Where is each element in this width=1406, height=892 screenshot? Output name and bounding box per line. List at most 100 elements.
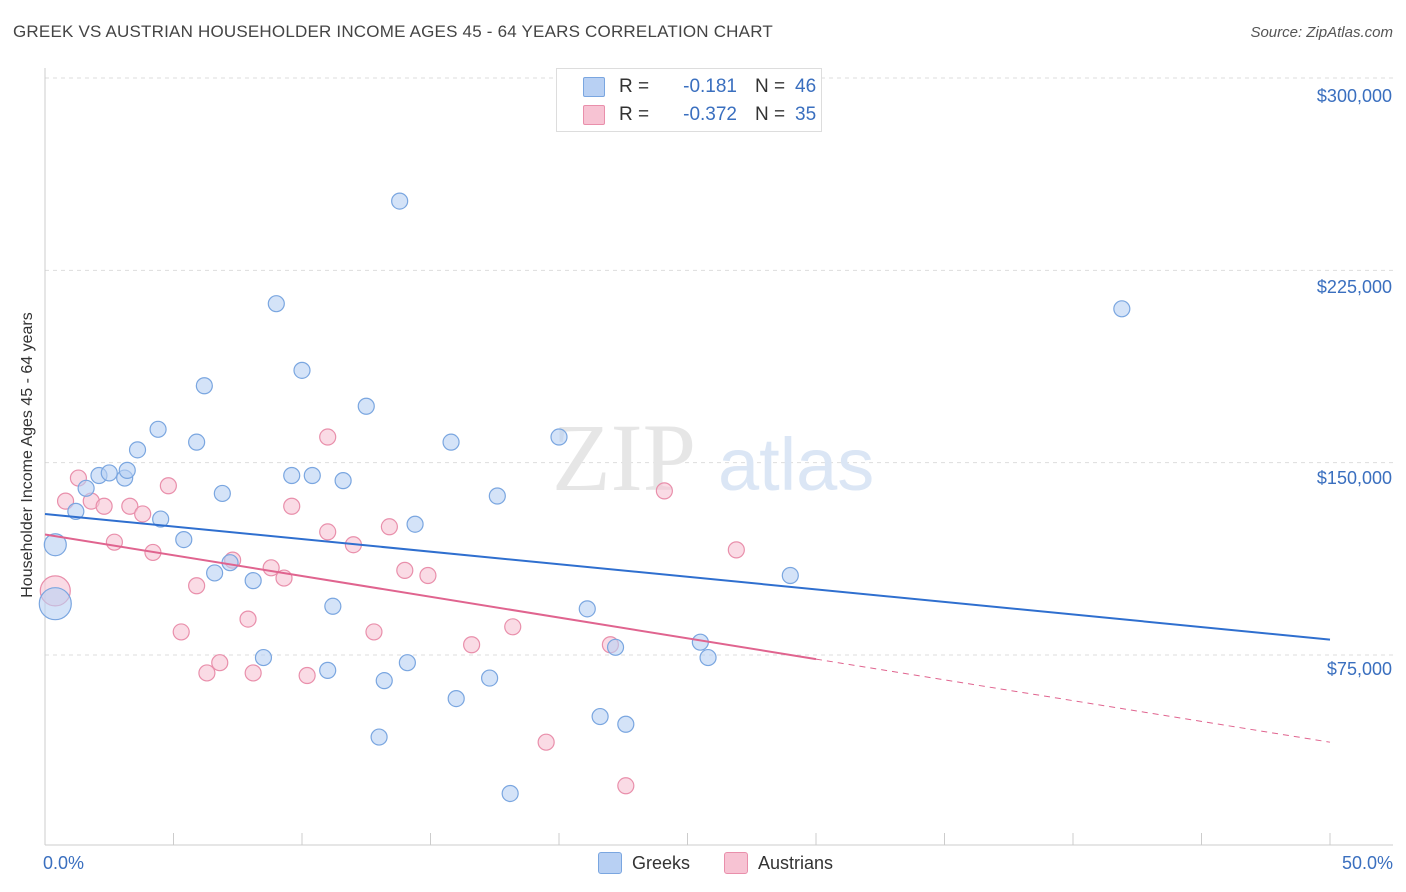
austrians-point	[105, 533, 123, 551]
y-tick-label: $225,000	[1316, 277, 1392, 297]
austrians-point	[463, 636, 481, 654]
correlation-legend: R = -0.181 N = 46 R = -0.372 N = 35	[556, 68, 822, 132]
greeks-point	[398, 654, 416, 672]
austrians-swatch	[583, 105, 605, 125]
greeks-point	[152, 510, 170, 528]
austrians-point	[727, 541, 745, 559]
austrians-point	[159, 477, 177, 495]
austrians-point	[56, 492, 75, 510]
austrians-point	[172, 623, 190, 641]
austrians-point	[419, 566, 437, 585]
greeks-point	[606, 638, 625, 656]
austrians-point	[95, 497, 113, 515]
greeks-legend-swatch	[598, 852, 622, 874]
greeks-point	[334, 472, 352, 490]
austrians-point	[617, 777, 635, 795]
greeks-point	[375, 672, 393, 690]
austrians-trend-extension	[815, 658, 1331, 743]
greeks-point	[100, 464, 118, 482]
trend-lines	[44, 512, 1331, 743]
greeks-point	[370, 728, 388, 746]
greeks-point	[488, 487, 506, 505]
austrians-point	[537, 733, 555, 751]
greeks-point	[324, 597, 342, 615]
austrians-point	[283, 497, 301, 515]
austrians-legend-swatch	[724, 852, 748, 874]
greeks-swatch	[583, 77, 605, 97]
greeks-point	[1113, 300, 1131, 318]
greeks-point	[550, 428, 568, 446]
austrians-legend-label: Austrians	[758, 852, 834, 873]
n-label: N =	[755, 104, 786, 125]
austrians-point	[211, 654, 229, 672]
greeks-point	[188, 433, 206, 451]
austrians-point	[380, 518, 398, 536]
greeks-trend-line	[44, 512, 1331, 641]
legend-item-greeks[interactable]: Greeks	[598, 852, 690, 874]
greeks-point	[195, 377, 213, 395]
greeks-point	[481, 669, 499, 687]
y-tick-label: $150,000	[1316, 468, 1392, 488]
greeks-point	[447, 689, 465, 708]
series-greeks	[38, 192, 1131, 803]
watermark-atlas: atlas	[718, 423, 874, 506]
watermark: ZIP atlas	[552, 404, 874, 511]
greeks-point	[293, 361, 311, 379]
grid-lines	[45, 77, 1393, 656]
greeks-point	[699, 648, 717, 667]
y-tick-label: $300,000	[1316, 86, 1392, 106]
austrians-point	[239, 610, 257, 628]
austrians-point	[396, 561, 414, 579]
greeks-legend-label: Greeks	[632, 852, 691, 873]
greeks-point	[591, 707, 609, 726]
greeks-point	[149, 420, 167, 438]
greeks-point	[38, 587, 72, 621]
greeks-point	[67, 502, 85, 520]
greeks-point	[357, 397, 375, 415]
legend-item-austrians[interactable]: Austrians	[724, 852, 833, 874]
austrians-point	[198, 664, 216, 682]
greeks-point	[781, 566, 799, 585]
n-value: 46	[795, 76, 817, 97]
austrians-point	[134, 505, 152, 523]
austrians-point	[121, 497, 139, 515]
y-axis-label: Householder Income Ages 45 - 64 years	[19, 312, 36, 598]
y-tick-label: $75,000	[1326, 659, 1392, 679]
austrians-point	[262, 559, 280, 577]
legend-row-austrians: R = -0.372 N = 35	[583, 102, 816, 128]
greeks-point	[617, 715, 635, 733]
greeks-point	[43, 533, 67, 557]
r-label: R =	[619, 76, 650, 97]
greeks-point	[267, 295, 285, 313]
n-label: N =	[755, 76, 786, 97]
austrians-point	[244, 664, 262, 682]
legend-row-greeks: R = -0.181 N = 46	[583, 74, 816, 100]
greeks-point	[442, 433, 460, 451]
x-tick-label-max: 50.0%	[1341, 853, 1393, 873]
austrians-point	[504, 618, 522, 636]
austrians-trend-line	[44, 533, 817, 661]
greeks-point	[128, 441, 147, 459]
source-label: Source: ZipAtlas.com	[1250, 24, 1393, 41]
greeks-point	[319, 661, 337, 679]
greeks-point	[118, 461, 136, 479]
n-value: 35	[795, 104, 817, 125]
greeks-point	[206, 564, 224, 582]
watermark-zip: ZIP	[552, 404, 696, 511]
x-tick-label-min: 0.0%	[43, 853, 85, 873]
greeks-point	[77, 479, 95, 497]
austrians-point	[365, 623, 383, 641]
axes	[44, 68, 1393, 846]
r-value: -0.181	[683, 76, 737, 97]
austrians-point	[655, 482, 673, 500]
austrians-point	[188, 577, 206, 595]
greeks-point	[303, 466, 321, 485]
r-label: R =	[619, 104, 650, 125]
greeks-point	[213, 484, 231, 503]
greeks-point	[244, 572, 262, 590]
greeks-point	[391, 192, 409, 210]
greeks-point	[406, 515, 424, 533]
greeks-point	[283, 466, 301, 485]
greeks-point	[501, 784, 519, 803]
